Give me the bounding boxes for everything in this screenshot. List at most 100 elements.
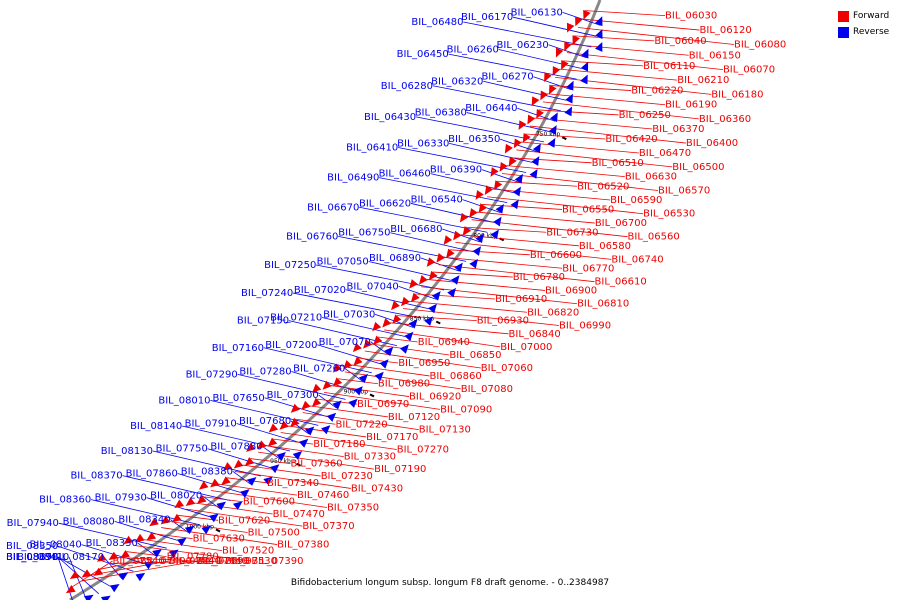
reverse-gene-label: BIL_07280 bbox=[239, 367, 291, 378]
forward-leader-line bbox=[273, 438, 314, 445]
forward-gene-label: BIL_06400 bbox=[686, 138, 738, 149]
forward-gene-label: BIL_06770 bbox=[562, 263, 614, 274]
reverse-gene-label: BIL_07210 bbox=[270, 313, 322, 324]
reverse-gene-arrow bbox=[532, 143, 541, 154]
forward-leader-line bbox=[135, 545, 252, 562]
forward-gene-label: BIL_07080 bbox=[461, 384, 513, 395]
reverse-gene-arrow bbox=[531, 156, 540, 166]
forward-gene-arrow bbox=[171, 513, 182, 523]
reverse-gene-label: BIL_07050 bbox=[317, 256, 369, 267]
forward-gene-label: BIL_07270 bbox=[397, 445, 449, 456]
reverse-gene-label: BIL_06390 bbox=[430, 165, 482, 176]
reverse-gene-label: BIL_07200 bbox=[265, 340, 317, 351]
reverse-gene-arrow bbox=[514, 173, 523, 184]
forward-leader-line bbox=[481, 204, 563, 210]
reverse-leader-line bbox=[57, 556, 100, 595]
reverse-gene-arrow bbox=[152, 549, 162, 558]
forward-gene-label: BIL_07090 bbox=[440, 404, 492, 415]
forward-leader-line bbox=[81, 560, 198, 582]
forward-leader-line bbox=[126, 551, 167, 558]
forward-gene-arrow bbox=[527, 114, 536, 125]
forward-gene-label: BIL_06950 bbox=[398, 358, 450, 369]
reverse-gene-label: BIL_06430 bbox=[364, 112, 416, 123]
forward-leader-line bbox=[511, 157, 592, 164]
forward-leader-line bbox=[577, 27, 735, 45]
forward-gene-arrow bbox=[222, 462, 233, 471]
forward-leader-line bbox=[497, 180, 578, 187]
forward-gene-arrow bbox=[522, 133, 531, 143]
reverse-leader-line bbox=[122, 475, 231, 501]
reverse-gene-label: BIL_06620 bbox=[359, 198, 411, 209]
forward-leader-line bbox=[143, 539, 223, 552]
reverse-gene-label: BIL_08010 bbox=[158, 395, 210, 406]
forward-leader-line bbox=[72, 560, 113, 588]
forward-gene-arrow bbox=[373, 335, 383, 345]
forward-leader-line bbox=[178, 514, 219, 521]
forward-gene-label: BIL_06740 bbox=[611, 254, 663, 265]
forward-gene-label: BIL_06600 bbox=[530, 250, 582, 261]
reverse-gene-label: BIL_06890 bbox=[369, 253, 421, 264]
reverse-leader-line bbox=[262, 446, 281, 460]
forward-gene-label: BIL_06030 bbox=[665, 11, 717, 22]
reverse-gene-label: BIL_06540 bbox=[411, 195, 463, 206]
forward-gene-label: BIL_06210 bbox=[677, 75, 729, 86]
forward-gene-label: BIL_06470 bbox=[639, 148, 691, 159]
reverse-swatch bbox=[838, 26, 849, 38]
forward-gene-label: BIL_06940 bbox=[418, 337, 470, 348]
forward-gene-arrow bbox=[343, 360, 353, 370]
forward-leader-line bbox=[280, 432, 397, 450]
reverse-gene-label: BIL_08380 bbox=[181, 466, 233, 477]
legend-forward-label: Forward bbox=[853, 11, 890, 21]
tick-mark bbox=[296, 462, 302, 467]
reverse-gene-label: BIL_07750 bbox=[156, 444, 208, 455]
forward-leader-line bbox=[570, 43, 689, 56]
reverse-gene-arrow bbox=[270, 464, 280, 474]
forward-gene-arrow bbox=[146, 531, 157, 541]
forward-gene-label: BIL_07340 bbox=[267, 478, 319, 489]
forward-gene-arrow bbox=[196, 495, 207, 504]
forward-gene-label: BIL_06120 bbox=[700, 25, 752, 36]
reverse-leader-lines bbox=[57, 11, 601, 600]
forward-leader-line bbox=[574, 35, 655, 42]
reverse-gene-label: BIL_06750 bbox=[338, 228, 390, 239]
reverse-gene-label: BIL_07040 bbox=[347, 281, 399, 292]
forward-gene-label: BIL_06080 bbox=[734, 39, 786, 50]
reverse-gene-label: BIL_06350 bbox=[448, 134, 500, 145]
reverse-gene-arrow bbox=[404, 331, 414, 342]
forward-leader-line bbox=[476, 211, 595, 224]
reverse-leader-line bbox=[58, 522, 167, 549]
forward-gene-label: BIL_06570 bbox=[658, 185, 710, 196]
forward-gene-arrow bbox=[493, 180, 503, 190]
reverse-gene-arrow bbox=[469, 258, 478, 269]
forward-leader-line bbox=[566, 52, 723, 70]
forward-gene-arrow bbox=[572, 35, 580, 45]
forward-gene-label: BIL_06520 bbox=[577, 181, 629, 192]
forward-gene-arrow bbox=[419, 275, 428, 285]
reverse-gene-arrow bbox=[109, 583, 120, 593]
forward-leader-line bbox=[364, 350, 481, 369]
reverse-gene-label: BIL_07290 bbox=[186, 369, 238, 380]
reverse-gene-arrow bbox=[292, 451, 303, 460]
forward-leader-line bbox=[516, 149, 673, 168]
forward-leader-line bbox=[377, 336, 418, 343]
forward-leader-line bbox=[202, 496, 243, 503]
reverse-gene-label: BIL_07070 bbox=[319, 337, 371, 348]
forward-gene-arrow bbox=[544, 72, 552, 82]
reverse-leader-line bbox=[432, 85, 561, 112]
forward-leader-line bbox=[432, 271, 513, 278]
reverse-gene-arrow bbox=[424, 316, 433, 326]
reverse-gene-arrow bbox=[428, 303, 437, 314]
reverse-gene-label: BIL_07260 bbox=[293, 364, 345, 375]
reverse-leader-line bbox=[137, 542, 156, 557]
forward-leader-line bbox=[547, 93, 666, 106]
forward-leader-line bbox=[525, 133, 606, 140]
reverse-gene-label: BIL_07160 bbox=[212, 343, 264, 354]
forward-gene-arrow bbox=[548, 84, 557, 95]
forward-gene-label: BIL_06900 bbox=[545, 285, 597, 296]
forward-gene-label: BIL_06530 bbox=[643, 209, 695, 220]
reverse-gene-label: BIL_06480 bbox=[411, 17, 463, 28]
forward-gene-label: BIL_07390 bbox=[251, 556, 303, 567]
forward-gene-arrow bbox=[81, 569, 92, 578]
forward-leader-line bbox=[250, 458, 291, 465]
